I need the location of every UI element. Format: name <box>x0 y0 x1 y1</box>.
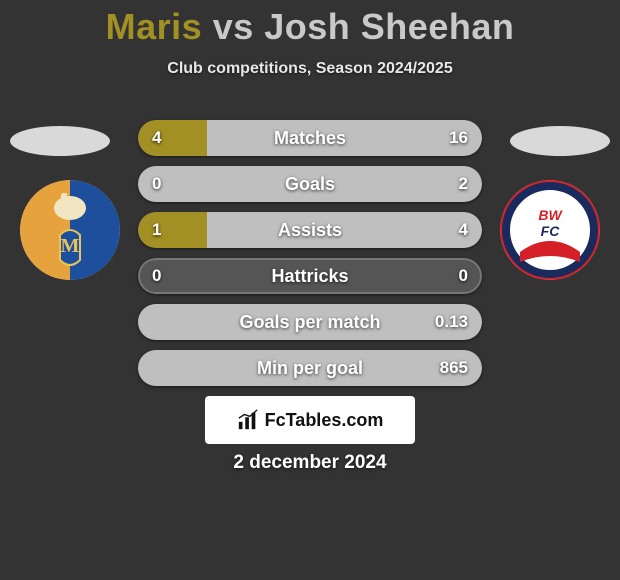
mansfield-badge-icon: M <box>20 180 120 280</box>
player1-photo <box>10 126 110 156</box>
stat-label: Matches <box>138 120 482 156</box>
comparison-subtitle: Club competitions, Season 2024/2025 <box>0 60 620 78</box>
stat-row: 00Hattricks <box>138 258 482 294</box>
player1-name: Maris <box>106 6 203 47</box>
player2-club-badge: BW FC <box>500 180 600 280</box>
stat-label: Hattricks <box>138 258 482 294</box>
site-attribution: FcTables.com <box>205 396 415 444</box>
svg-text:BW: BW <box>538 207 563 223</box>
stat-label: Goals per match <box>138 304 482 340</box>
site-text: FcTables.com <box>265 410 384 431</box>
stats-container: 416Matches 02Goals 14Assists 00Hattricks 0.1… <box>138 120 482 396</box>
stat-label: Min per goal <box>138 350 482 386</box>
stat-label: Goals <box>138 166 482 202</box>
stat-label: Assists <box>138 212 482 248</box>
stat-row: 0.13Goals per match <box>138 304 482 340</box>
title-vs: vs <box>213 6 254 47</box>
stat-row: 14Assists <box>138 212 482 248</box>
stat-row: 865Min per goal <box>138 350 482 386</box>
stat-row: 02Goals <box>138 166 482 202</box>
stat-row: 416Matches <box>138 120 482 156</box>
svg-text:M: M <box>61 235 80 257</box>
player2-photo <box>510 126 610 156</box>
bolton-badge-icon: BW FC <box>500 180 600 280</box>
comparison-date: 2 december 2024 <box>0 452 620 474</box>
svg-text:FC: FC <box>541 223 561 239</box>
player2-name: Josh Sheehan <box>264 6 514 47</box>
player1-club-badge: M <box>20 180 120 280</box>
chart-icon <box>237 409 259 431</box>
comparison-title: Maris vs Josh Sheehan <box>0 0 620 48</box>
